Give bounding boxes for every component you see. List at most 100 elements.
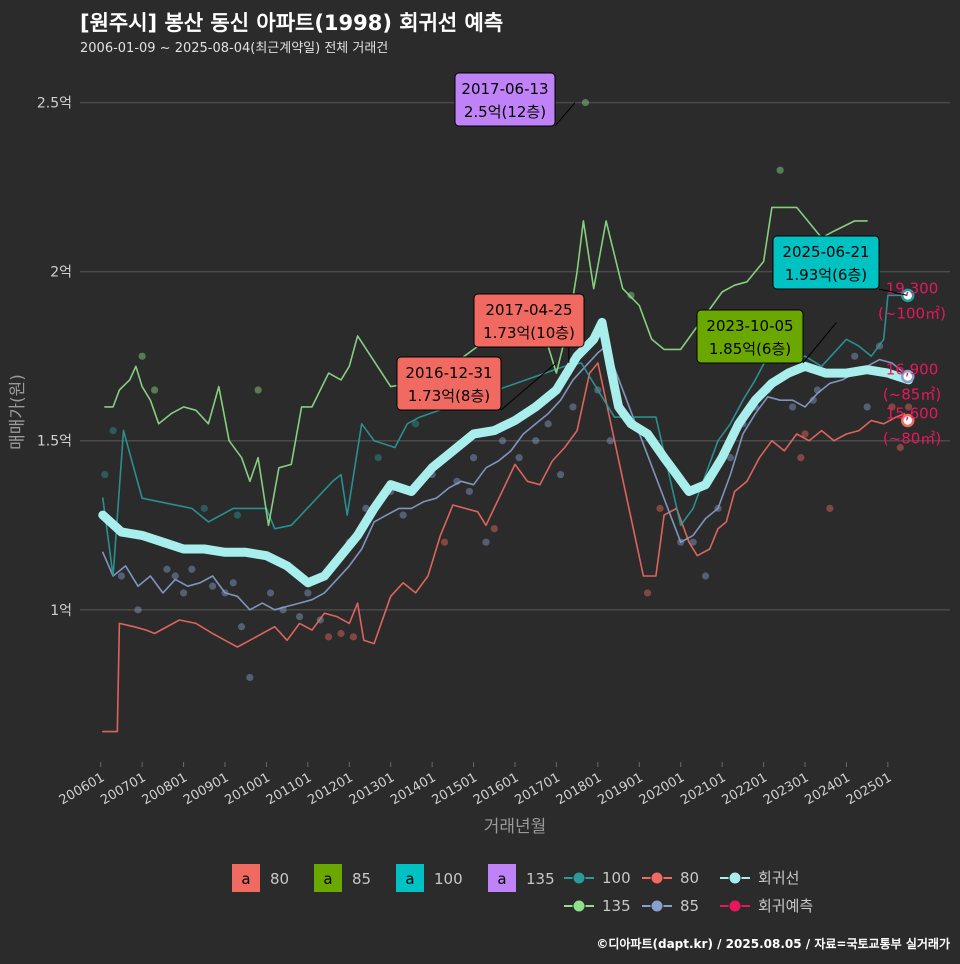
scatter-point — [826, 504, 834, 512]
scatter-point — [851, 352, 859, 360]
y-tick-label: 1억 — [50, 603, 72, 619]
scatter-point — [229, 579, 237, 587]
legend-label: 85 — [680, 897, 699, 915]
scatter-point — [556, 470, 565, 479]
x-tick-label: 201001 — [222, 770, 272, 808]
x-tick-label: 201901 — [595, 770, 645, 808]
callout-leader — [878, 288, 908, 296]
scatter-layer — [101, 98, 913, 682]
scatter-point — [544, 420, 552, 428]
scatter-point — [324, 633, 333, 641]
scatter-point — [349, 633, 358, 641]
x-tick-label: 200701 — [98, 770, 148, 808]
callout-box — [473, 293, 585, 348]
legend-swatch-100 — [396, 864, 424, 892]
legend-glyph: a — [497, 870, 506, 888]
scatter-point — [656, 504, 664, 512]
x-tick-label: 200901 — [181, 770, 231, 808]
callout-price: 1.73억(10층) — [483, 324, 575, 342]
grid — [80, 101, 950, 611]
scatter-point — [465, 487, 474, 496]
prediction-value: 16,900 — [886, 360, 939, 378]
series-line-100 — [102, 294, 909, 577]
footer-credit: ©디아파트(dapt.kr) / 2025.08.05 / 자료=국토교통부 실… — [596, 936, 950, 951]
scatter-point — [117, 572, 126, 580]
legend-label: 100 — [602, 869, 631, 887]
legend-label: 80 — [680, 869, 699, 887]
callout-leader — [554, 102, 576, 127]
prediction-area: (~100㎡) — [878, 304, 946, 322]
legend: a 80 a 85 a 100 a 135 100 80 회귀선 135 85 회귀예측 — [232, 864, 813, 915]
scatter-point — [163, 565, 171, 573]
scatter-point — [888, 403, 896, 411]
scatter-point — [515, 454, 523, 462]
legend-swatch-85 — [314, 864, 342, 892]
legend-dot — [728, 871, 742, 885]
legend-dot — [650, 899, 664, 913]
legend-swatch-135 — [488, 864, 516, 892]
x-axis: 2006012007012008012009012010012011012012… — [57, 762, 894, 808]
legend-label: 회귀예측 — [758, 897, 813, 915]
scatter-point — [569, 403, 577, 411]
callout-date: 2017-04-25 — [485, 301, 572, 319]
x-tick-label: 202101 — [678, 770, 728, 808]
callout-price: 1.73억(8층) — [408, 387, 490, 405]
scatter-point — [532, 437, 540, 445]
chart-title: [원주시] 봉산 동신 아파트(1998) 회귀선 예측 — [80, 11, 503, 35]
scatter-point — [254, 386, 262, 394]
legend-label: 회귀선 — [758, 869, 799, 887]
end-point — [900, 288, 915, 303]
scatter-point — [188, 565, 196, 573]
scatter-point — [374, 454, 382, 462]
scatter-point — [233, 511, 242, 519]
scatter-point — [788, 403, 797, 411]
y-axis: 1억 1.5억 2억 2.5억 — [37, 96, 72, 619]
scatter-point — [581, 98, 590, 107]
prediction-labels: 19,300 (~100㎡) 16,900 (~85㎡)15,600 (~80㎡) — [878, 279, 946, 447]
scatter-point — [498, 437, 507, 445]
legend-swatch-80 — [232, 864, 260, 892]
callout-price: 1.85억(6층) — [709, 340, 791, 358]
legend-label: 85 — [352, 870, 371, 888]
legend-dot — [572, 899, 586, 913]
chart-subtitle: 2006-01-09 ~ 2025-08-04(최근계약일) 전체 거래건 — [80, 41, 388, 56]
prediction-area: (~80㎡) — [883, 429, 941, 447]
scatter-point — [490, 525, 498, 533]
y-tick-label: 2억 — [50, 265, 72, 281]
scatter-point — [200, 504, 208, 512]
scatter-point — [809, 396, 817, 404]
x-tick-label: 201401 — [388, 770, 438, 808]
series-line-135 — [104, 206, 868, 527]
scatter-point — [362, 504, 370, 512]
scatter-point — [295, 612, 304, 621]
x-tick-label: 201301 — [347, 770, 397, 808]
legend-glyph: a — [241, 870, 250, 888]
scatter-point — [801, 430, 809, 438]
scatter-point — [179, 589, 188, 597]
x-tick-label: 202401 — [802, 770, 852, 808]
scatter-point — [776, 166, 784, 174]
scatter-point — [896, 443, 904, 452]
scatter-point — [411, 420, 420, 428]
callout-box — [772, 235, 880, 290]
scatter-point — [904, 403, 913, 411]
y-tick-label: 2.5억 — [37, 96, 72, 112]
scatter-point — [606, 437, 614, 445]
legend-glyph: a — [323, 870, 332, 888]
callout-date: 2016-12-31 — [405, 364, 492, 382]
scatter-point — [208, 582, 217, 590]
x-axis-title: 거래년월 — [484, 817, 547, 837]
series-lines — [98, 206, 914, 733]
scatter-point — [627, 291, 635, 299]
callout-box — [696, 309, 804, 364]
scatter-point — [266, 589, 275, 597]
scatter-point — [304, 589, 312, 597]
legend-label: 135 — [602, 897, 631, 915]
scatter-point — [150, 386, 159, 394]
scatter-point — [101, 470, 109, 479]
callout-price: 1.93억(6층) — [785, 266, 867, 284]
scatter-point — [701, 572, 710, 580]
scatter-point — [469, 454, 478, 462]
callout-date: 2025-06-21 — [782, 243, 869, 261]
